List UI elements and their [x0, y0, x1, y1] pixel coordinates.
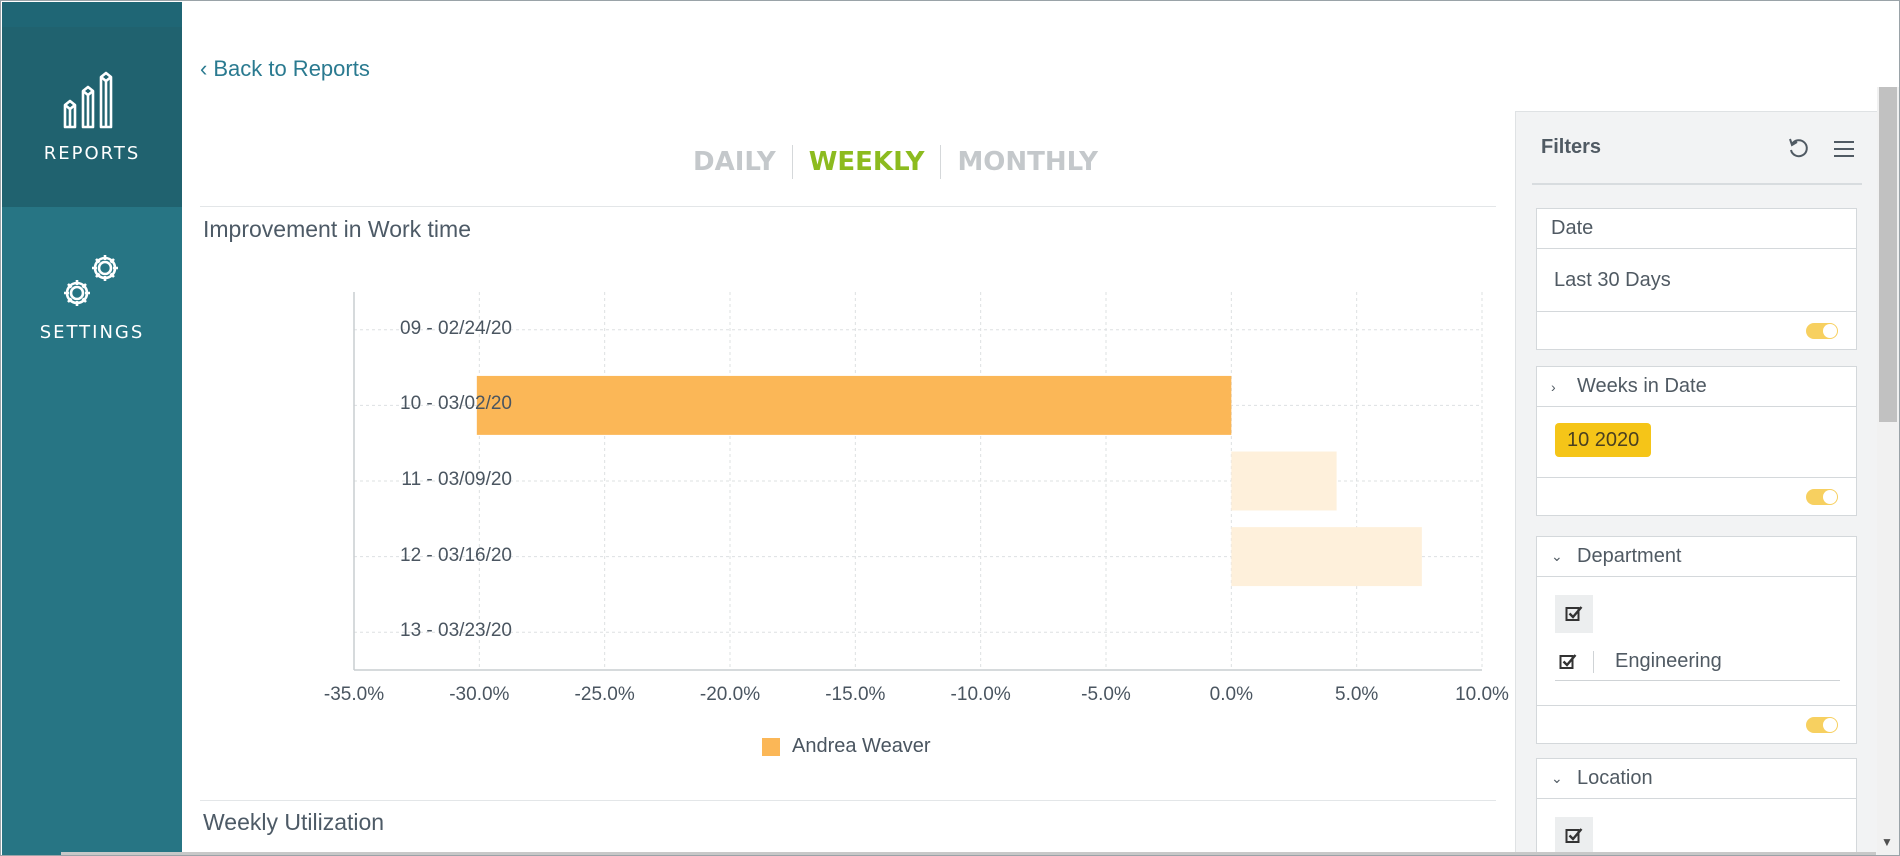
- filter-card-header: Date: [1537, 209, 1856, 249]
- chevron-right-icon: ›: [1551, 378, 1556, 395]
- chart-bar: [1231, 527, 1422, 587]
- chart-legend[interactable]: Andrea Weaver: [762, 735, 931, 758]
- scroll-down-arrow-icon[interactable]: ▼: [1881, 835, 1893, 849]
- selected-week-chip[interactable]: 10 2020: [1555, 423, 1652, 457]
- tab-monthly[interactable]: MONTHLY: [957, 147, 1099, 177]
- reports-chart-icon: [63, 71, 113, 129]
- x-tick-label: 0.0%: [1209, 684, 1253, 705]
- x-tick-label: -20.0%: [699, 684, 761, 705]
- horizontal-scrollbar[interactable]: [61, 852, 1876, 855]
- back-link-label: Back to Reports: [213, 56, 370, 81]
- weeks-filter-toggle[interactable]: [1806, 489, 1838, 505]
- select-all-checkbox[interactable]: [1555, 595, 1593, 633]
- filter-card-body: 10 2020: [1537, 407, 1856, 477]
- tab-divider: [791, 145, 793, 179]
- chevron-left-icon: ‹: [200, 56, 208, 81]
- filters-title: Filters: [1541, 136, 1602, 158]
- filter-date-label: Date: [1551, 217, 1594, 239]
- filter-card-weeks: › Weeks in Date 10 2020: [1536, 366, 1857, 516]
- vertical-scrollbar[interactable]: ▼: [1877, 87, 1899, 855]
- chevron-down-icon: ⌄: [1551, 548, 1563, 564]
- sidebar-item-settings[interactable]: SETTINGS: [2, 207, 182, 357]
- menu-icon[interactable]: [1832, 138, 1856, 160]
- tab-weekly[interactable]: WEEKLY: [808, 147, 925, 177]
- department-option-label: Engineering: [1615, 650, 1722, 672]
- tab-divider: [940, 145, 942, 179]
- y-tick-label: 09 - 02/24/20: [400, 317, 512, 339]
- x-tick-label: -25.0%: [574, 684, 635, 705]
- y-tick-label: 13 - 03/23/20: [400, 620, 512, 642]
- x-tick-label: 10.0%: [1455, 684, 1509, 705]
- back-to-reports-link[interactable]: ‹ Back to Reports: [200, 56, 370, 82]
- sidebar-item-label: SETTINGS: [39, 322, 145, 343]
- department-option: Engineering: [1555, 645, 1840, 681]
- filter-location-label: Location: [1577, 767, 1653, 789]
- filter-card-header[interactable]: ⌄ Location: [1537, 759, 1856, 799]
- chart-bar: [1231, 451, 1337, 511]
- reset-icon[interactable]: [1786, 136, 1810, 160]
- sidebar-item-label: REPORTS: [43, 143, 141, 164]
- divider: [200, 800, 1496, 801]
- scrollbar-thumb[interactable]: [1879, 87, 1897, 422]
- filter-card-department: ⌄ Department: [1536, 536, 1857, 744]
- chart-plot: [353, 292, 1483, 671]
- x-tick-label: -35.0%: [323, 684, 385, 705]
- date-range-value: Last 30 Days: [1554, 268, 1671, 291]
- legend-swatch: [762, 737, 780, 756]
- checkbox-checked-icon: [1565, 606, 1583, 621]
- filter-card-footer: [1537, 705, 1856, 743]
- sidebar: REPORTS SETTINGS: [2, 2, 182, 855]
- filters-panel: Filters Date Last 30 Days › Weeks in: [1515, 111, 1877, 855]
- x-tick-label: -30.0%: [449, 684, 510, 705]
- main-content: ‹ Back to Reports DAILY WEEKLY MONTHLY I…: [182, 2, 1512, 855]
- filter-card-date: Date Last 30 Days: [1536, 208, 1857, 350]
- filter-department-label: Department: [1577, 545, 1682, 567]
- y-tick-label: 11 - 03/09/20: [401, 469, 512, 490]
- x-tick-label: -15.0%: [825, 684, 886, 705]
- x-tick-label: -10.0%: [950, 684, 1011, 705]
- chart-bar: [476, 375, 1232, 435]
- filter-card-header[interactable]: › Weeks in Date: [1537, 367, 1856, 407]
- filter-weeks-label: Weeks in Date: [1577, 375, 1707, 397]
- legend-label: Andrea Weaver: [792, 735, 931, 757]
- x-tick-label: -5.0%: [1081, 684, 1131, 705]
- option-divider: [1593, 651, 1594, 673]
- settings-gears-icon: [64, 255, 118, 306]
- x-tick-label: 5.0%: [1335, 684, 1379, 705]
- date-filter-toggle[interactable]: [1806, 323, 1838, 339]
- sidebar-top-strip: [2, 2, 182, 27]
- date-range-select[interactable]: Last 30 Days: [1537, 249, 1856, 311]
- y-tick-label: 12 - 03/16/20: [400, 544, 512, 566]
- department-filter-toggle[interactable]: [1806, 717, 1838, 733]
- filter-card-header[interactable]: ⌄ Department: [1537, 537, 1856, 577]
- chevron-down-icon: ⌄: [1551, 770, 1563, 786]
- section-title-weekly-utilization: Weekly Utilization: [203, 809, 385, 835]
- period-tabs: DAILY WEEKLY MONTHLY: [677, 145, 1114, 179]
- chart-title: Improvement in Work time: [203, 216, 471, 242]
- tab-daily[interactable]: DAILY: [693, 147, 776, 177]
- improvement-chart: 09 - 02/24/20 10 - 03/02/20 11 - 03/09/20 1…: [182, 262, 1512, 782]
- divider: [200, 206, 1496, 207]
- department-option-checkbox[interactable]: [1555, 649, 1581, 675]
- filter-card-body: [1537, 799, 1856, 855]
- filters-divider: [1532, 183, 1862, 185]
- filter-card-footer: [1537, 311, 1856, 349]
- checkbox-checked-icon: [1559, 654, 1577, 669]
- filter-card-body: Engineering: [1537, 577, 1856, 705]
- filter-card-location: ⌄ Location: [1536, 758, 1857, 855]
- y-tick-label: 10 - 03/02/20: [400, 393, 512, 415]
- select-all-checkbox[interactable]: [1555, 817, 1593, 855]
- filter-card-footer: [1537, 477, 1856, 515]
- checkbox-checked-icon: [1565, 828, 1583, 843]
- sidebar-item-reports[interactable]: REPORTS: [2, 27, 182, 207]
